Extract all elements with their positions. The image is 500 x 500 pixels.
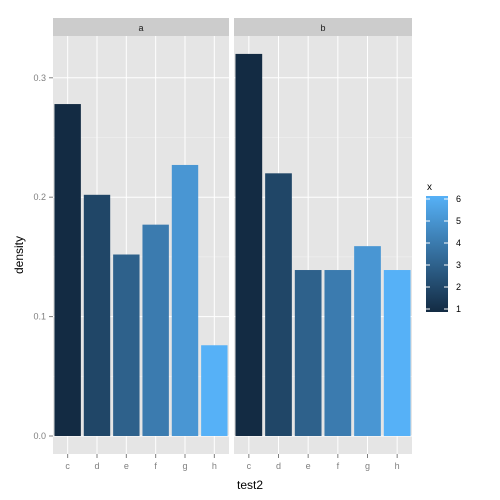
x-tick-label: c xyxy=(247,461,252,471)
bar-b-g xyxy=(354,246,381,436)
legend-tick-label: 5 xyxy=(456,216,461,226)
legend-tick-label: 2 xyxy=(456,282,461,292)
bar-b-h xyxy=(383,270,411,436)
bar-b-f xyxy=(324,270,352,436)
bar-b-e xyxy=(294,270,322,436)
legend-title: x xyxy=(427,182,432,193)
x-tick-label: h xyxy=(212,461,217,471)
x-tick-label: f xyxy=(154,461,157,471)
x-axis-title: test2 xyxy=(236,478,263,492)
y-tick-label: 0.0 xyxy=(33,431,46,441)
x-tick-label: d xyxy=(94,461,99,471)
bar-a-c xyxy=(54,104,81,437)
y-tick-label: 0.1 xyxy=(33,312,46,322)
y-tick-label: 0.3 xyxy=(33,73,46,83)
x-tick-label: h xyxy=(395,461,400,471)
legend-tick-label: 4 xyxy=(456,238,461,248)
bar-b-d xyxy=(265,173,292,437)
facet-label: a xyxy=(138,23,143,33)
bar-a-d xyxy=(83,194,111,436)
bar-a-f xyxy=(142,224,169,436)
x-tick-label: e xyxy=(124,461,129,471)
x-tick-label: g xyxy=(365,461,370,471)
y-tick-label: 0.2 xyxy=(33,192,46,202)
panel-background xyxy=(53,36,229,454)
x-tick-label: d xyxy=(276,461,281,471)
facet-label: b xyxy=(320,23,325,33)
x-tick-label: c xyxy=(65,461,70,471)
panel-background xyxy=(234,36,412,454)
y-axis-title: density xyxy=(12,236,26,274)
bar-a-h xyxy=(201,345,228,436)
bar-a-e xyxy=(113,254,140,436)
x-tick-label: f xyxy=(337,461,340,471)
x-tick-label: g xyxy=(182,461,187,471)
facet-strip xyxy=(234,18,412,36)
bar-a-g xyxy=(171,164,199,436)
facet-strip xyxy=(53,18,229,36)
legend-tick-label: 1 xyxy=(456,304,461,314)
legend-tick-label: 6 xyxy=(456,194,461,204)
bar-b-c xyxy=(235,53,263,436)
x-tick-label: e xyxy=(306,461,311,471)
legend-colorbar xyxy=(426,196,448,312)
legend-tick-label: 3 xyxy=(456,260,461,270)
